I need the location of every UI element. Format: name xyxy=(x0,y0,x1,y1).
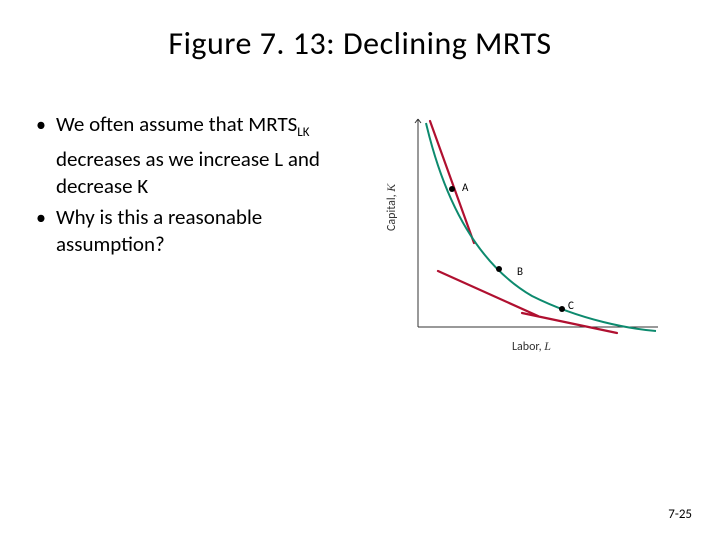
x-axis-var: L xyxy=(544,339,551,353)
bullet-pre: We often assume that MRTS xyxy=(56,111,297,137)
content-row: • We often assume that MRTSLK decreases … xyxy=(0,111,720,371)
bullet-post: decreases as we increase L and decrease … xyxy=(56,146,320,199)
x-axis-label: Labor, L xyxy=(512,339,551,354)
x-axis-text: Labor, xyxy=(512,340,544,354)
bullet-list: • We often assume that MRTSLK decreases … xyxy=(32,111,362,371)
bullet-text: Why is this a reasonable assumption? xyxy=(56,204,362,266)
bullet-text: We often assume that MRTSLK decreases as… xyxy=(56,111,362,200)
point-c-label: C xyxy=(568,299,574,312)
bullet-dot-icon: • xyxy=(32,204,56,232)
bullet-dot-icon: • xyxy=(32,111,56,139)
chart-svg xyxy=(382,111,682,371)
bullet-pre: Why is this a reasonable assumption? xyxy=(56,204,262,257)
y-axis-label: Capital, K xyxy=(384,184,399,231)
page-number: 7-25 xyxy=(668,507,692,522)
point-a-label: A xyxy=(462,181,468,194)
y-axis-var: K xyxy=(384,184,398,192)
point-b-label: B xyxy=(517,265,523,278)
bullet-sub: LK xyxy=(297,125,309,140)
y-axis-text: Capital, xyxy=(385,192,399,231)
slide-title: Figure 7. 13: Declining MRTS xyxy=(0,0,720,63)
mrts-chart: Capital, K Labor, L A B C xyxy=(382,111,682,371)
list-item: • We often assume that MRTSLK decreases … xyxy=(32,111,362,200)
list-item: • Why is this a reasonable assumption? xyxy=(32,204,362,266)
